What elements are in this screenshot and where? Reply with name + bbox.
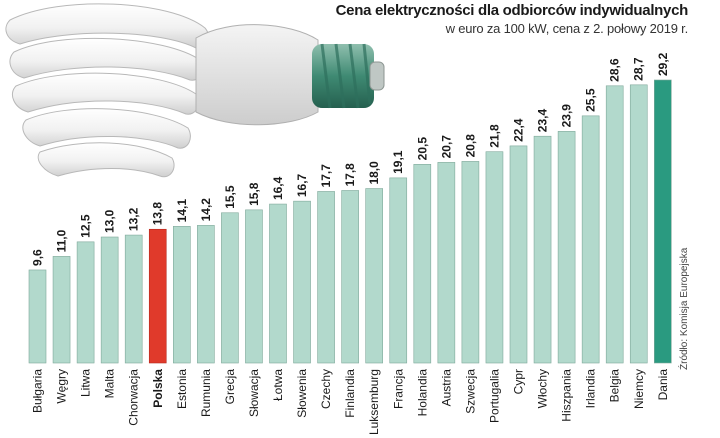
value-label-słowenia: 16,7 [295,173,309,197]
category-label-litwa: Litwa [79,369,93,397]
category-label-holandia: Holandia [415,369,429,417]
value-label-dania: 29,2 [656,52,670,76]
bar-estonia [173,226,191,364]
value-label-grecja: 15,5 [223,185,237,209]
value-label-francja: 19,1 [391,150,405,174]
category-label-hiszpania: Hiszpania [560,369,574,422]
category-label-łotwa: Łotwa [271,369,285,401]
chart-subtitle: w euro za 100 kW, cena z 2. połowy 2019 … [445,21,689,36]
value-label-portugalia: 21,8 [487,124,501,148]
bar-polska [148,228,167,364]
bar-luksemburg [365,188,384,364]
bar-szwecja [461,161,480,364]
bar-finlandia [341,190,359,364]
category-label-irlandia: Irlandia [584,369,598,409]
category-label-cypr: Cypr [512,369,526,394]
bulb-screw [312,43,385,109]
value-label-estonia: 14,1 [175,199,189,223]
category-label-dania: Dania [656,369,670,401]
value-label-niemcy: 28,7 [632,57,646,81]
chart-title: Cena elektryczności dla odbiorców indywi… [335,2,689,19]
category-label-polska: Polska [151,369,165,408]
value-label-finlandia: 17,8 [343,163,357,187]
bar-portugalia [485,151,504,364]
value-label-malta: 13,0 [103,209,117,233]
value-label-węgry: 11,0 [55,229,69,252]
value-label-belgia: 28,6 [608,58,622,82]
energy-saving-bulb-icon [5,3,385,178]
category-label-finlandia: Finlandia [343,369,357,418]
bar-niemcy [629,84,648,364]
category-label-słowacja: Słowacja [247,369,261,417]
category-label-niemcy: Niemcy [632,369,646,409]
category-label-czechy: Czechy [319,369,333,409]
bar-cypr [509,145,528,364]
category-label-chorwacja: Chorwacja [127,369,141,426]
category-label-belgia: Belgia [608,369,622,403]
value-label-bułgaria: 9,6 [31,249,45,266]
value-label-czechy: 17,7 [319,164,333,188]
bar-grecja [221,212,239,364]
bar-holandia [413,164,432,364]
value-label-rumunia: 14,2 [199,198,213,222]
bar-irlandia [581,115,600,364]
category-label-bułgaria: Bułgaria [31,369,45,413]
bar-austria [437,162,456,364]
bulb-base [195,24,319,126]
bar-włochy [533,135,552,364]
value-label-chorwacja: 13,2 [127,207,141,231]
value-label-irlandia: 25,5 [584,88,598,112]
value-label-cypr: 22,4 [512,118,526,142]
bar-czechy [317,191,335,364]
category-label-słowenia: Słowenia [295,369,309,418]
category-label-austria: Austria [439,369,453,407]
source-note: Źródło: Komisja Europejska [679,247,690,370]
category-label-włochy: Włochy [536,369,550,408]
bar-węgry [52,256,71,364]
category-label-rumunia: Rumunia [199,369,213,417]
bar-dania [653,79,672,364]
category-label-grecja: Grecja [223,369,237,405]
category-label-węgry: Węgry [55,369,69,404]
bar-hiszpania [557,131,576,364]
value-label-hiszpania: 23,9 [560,104,574,128]
value-label-włochy: 23,4 [536,109,550,133]
bar-belgia [605,85,624,364]
value-label-holandia: 20,5 [415,137,429,161]
bar-słowacja [245,209,263,364]
bulb-spiral [5,3,209,178]
category-label-malta: Malta [103,369,117,399]
category-label-estonia: Estonia [175,369,189,409]
bars-layer: 9,6 Bułgaria 11,0 Węgry 12,5 Litwa 13,0 Malta 13… [28,52,672,435]
bar-litwa [76,241,95,364]
category-label-portugalia: Portugalia [487,369,501,423]
category-label-szwecja: Szwecja [463,369,477,414]
bar-chorwacja [124,234,143,364]
value-label-łotwa: 16,4 [271,176,285,200]
category-label-luksemburg: Luksemburg [367,369,381,435]
value-label-słowacja: 15,8 [247,182,261,206]
bar-rumunia [197,225,215,364]
bar-łotwa [269,203,287,364]
value-label-szwecja: 20,8 [463,134,477,158]
value-label-austria: 20,7 [439,135,453,159]
value-label-polska: 13,8 [151,202,165,226]
value-label-litwa: 12,5 [79,214,93,238]
value-label-luksemburg: 18,0 [367,161,381,185]
bar-słowenia [293,200,311,364]
bar-malta [100,236,119,364]
category-label-francja: Francja [391,369,405,409]
bar-francja [389,177,408,364]
bar-bułgaria [28,269,47,364]
